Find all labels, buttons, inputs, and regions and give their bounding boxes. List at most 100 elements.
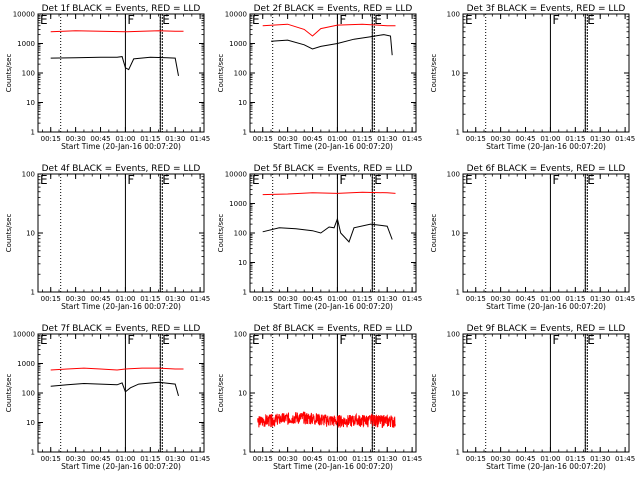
panel-title: Det 2f BLACK = Events, RED = LLD xyxy=(254,4,413,14)
x-tick-label: 01:00 xyxy=(540,135,560,143)
x-tick-label: 01:00 xyxy=(327,455,347,463)
y-tick-label: 1000 xyxy=(17,360,35,368)
event-marker-label: E xyxy=(465,173,473,187)
x-tick-label: 00:30 xyxy=(491,135,511,143)
plot-frame xyxy=(249,13,417,133)
x-tick-label: 01:45 xyxy=(402,295,422,303)
x-tick-label: 00:45 xyxy=(90,135,110,143)
x-axis-label: Start Time (20-Jan-16 00:07:20) xyxy=(273,302,393,311)
plot-frame xyxy=(37,333,205,453)
detector-panel: Det 9f BLACK = Events, RED = LLD 1 10 100 Co… xyxy=(430,324,635,471)
x-tick-label: 01:00 xyxy=(540,455,560,463)
x-tick-label: 01:45 xyxy=(615,295,635,303)
x-tick-label: 00:45 xyxy=(515,455,535,463)
event-marker-label: F xyxy=(552,173,559,187)
y-tick-label: 10 xyxy=(26,419,35,427)
lld-rate-line xyxy=(50,30,184,33)
x-tick-label: 01:30 xyxy=(377,455,397,463)
x-tick-label: 00:30 xyxy=(491,455,511,463)
y-axis-label: Counts/sec xyxy=(430,54,438,93)
y-tick-label: 10 xyxy=(238,99,247,107)
event-rate-line xyxy=(270,34,393,56)
x-tick-label: 00:45 xyxy=(515,135,535,143)
y-tick-label: 10 xyxy=(238,390,247,398)
y-tick-label: 100 xyxy=(234,70,247,78)
x-tick-label: 00:45 xyxy=(302,135,322,143)
x-tick-label: 00:30 xyxy=(278,135,298,143)
detector-panel: Det 3f BLACK = Events, RED = LLD 1 10 100 Co… xyxy=(430,4,635,151)
x-tick-label: 01:15 xyxy=(140,135,160,143)
event-marker-label: F xyxy=(339,173,346,187)
event-marker-label: E xyxy=(465,333,473,347)
y-tick-label: 10000 xyxy=(225,171,247,179)
x-tick-label: 00:15 xyxy=(466,135,486,143)
y-axis-label: Counts/sec xyxy=(5,214,13,253)
detector-panel: Det 4f BLACK = Events, RED = LLD 1 10 100 Co… xyxy=(5,164,210,311)
y-tick-label: 100 xyxy=(447,331,460,339)
event-marker-label: E xyxy=(374,333,382,347)
x-tick-label: 01:00 xyxy=(540,295,560,303)
panel-title: Det 1f BLACK = Events, RED = LLD xyxy=(42,4,201,14)
plot-frame xyxy=(249,173,417,293)
event-marker-label: F xyxy=(552,333,559,347)
event-marker-label: E xyxy=(40,173,48,187)
x-tick-label: 00:15 xyxy=(253,455,273,463)
y-tick-label: 1 xyxy=(31,449,35,457)
event-marker-label: E xyxy=(465,13,473,27)
event-marker-label: F xyxy=(127,333,134,347)
x-tick-label: 01:30 xyxy=(165,455,185,463)
x-tick-label: 01:15 xyxy=(140,455,160,463)
x-tick-label: 01:15 xyxy=(352,295,372,303)
x-tick-label: 00:45 xyxy=(515,295,535,303)
y-tick-label: 10 xyxy=(451,230,460,238)
x-tick-label: 01:15 xyxy=(565,135,585,143)
y-tick-label: 10 xyxy=(26,99,35,107)
x-tick-label: 00:15 xyxy=(41,135,61,143)
y-tick-label: 100 xyxy=(22,171,35,179)
x-tick-label: 01:45 xyxy=(190,135,210,143)
x-axis-label: Start Time (20-Jan-16 00:07:20) xyxy=(61,462,181,471)
y-axis-label: Counts/sec xyxy=(5,374,13,413)
y-tick-label: 1 xyxy=(243,129,247,137)
panel-title: Det 5f BLACK = Events, RED = LLD xyxy=(254,164,413,174)
plot-frame xyxy=(37,173,205,293)
x-tick-label: 01:15 xyxy=(352,135,372,143)
x-tick-label: 00:45 xyxy=(302,455,322,463)
x-tick-label: 01:45 xyxy=(190,455,210,463)
x-tick-label: 00:15 xyxy=(41,295,61,303)
event-marker-label: E xyxy=(587,173,595,187)
event-marker-label: E xyxy=(587,13,595,27)
y-tick-label: 1 xyxy=(243,289,247,297)
x-tick-label: 01:00 xyxy=(115,455,135,463)
y-tick-label: 10 xyxy=(451,390,460,398)
x-tick-label: 00:30 xyxy=(278,455,298,463)
x-tick-label: 01:30 xyxy=(377,295,397,303)
y-tick-label: 1 xyxy=(243,449,247,457)
lld-rate-line xyxy=(50,367,184,371)
y-tick-label: 1000 xyxy=(229,40,247,48)
y-tick-label: 100 xyxy=(22,390,35,398)
x-tick-label: 00:15 xyxy=(466,295,486,303)
y-axis-label: Counts/sec xyxy=(217,54,225,93)
event-marker-label: F xyxy=(127,173,134,187)
x-tick-label: 00:30 xyxy=(491,295,511,303)
x-tick-label: 01:15 xyxy=(140,295,160,303)
x-tick-label: 01:45 xyxy=(402,135,422,143)
x-axis-label: Start Time (20-Jan-16 00:07:20) xyxy=(61,142,181,151)
x-tick-label: 01:15 xyxy=(352,455,372,463)
event-marker-label: E xyxy=(162,173,170,187)
lld-rate-line xyxy=(262,191,396,196)
event-marker-label: F xyxy=(552,13,559,27)
x-tick-label: 00:30 xyxy=(66,135,86,143)
y-tick-label: 1 xyxy=(456,449,460,457)
event-rate-line xyxy=(262,217,393,243)
event-marker-label: E xyxy=(40,333,48,347)
y-tick-label: 100 xyxy=(447,11,460,19)
y-tick-label: 100 xyxy=(234,230,247,238)
y-axis-label: Counts/sec xyxy=(430,374,438,413)
event-marker-label: E xyxy=(40,13,48,27)
x-tick-label: 00:15 xyxy=(253,295,273,303)
x-tick-label: 01:45 xyxy=(615,455,635,463)
panel-title: Det 7f BLACK = Events, RED = LLD xyxy=(42,324,201,334)
event-marker-label: E xyxy=(252,13,260,27)
